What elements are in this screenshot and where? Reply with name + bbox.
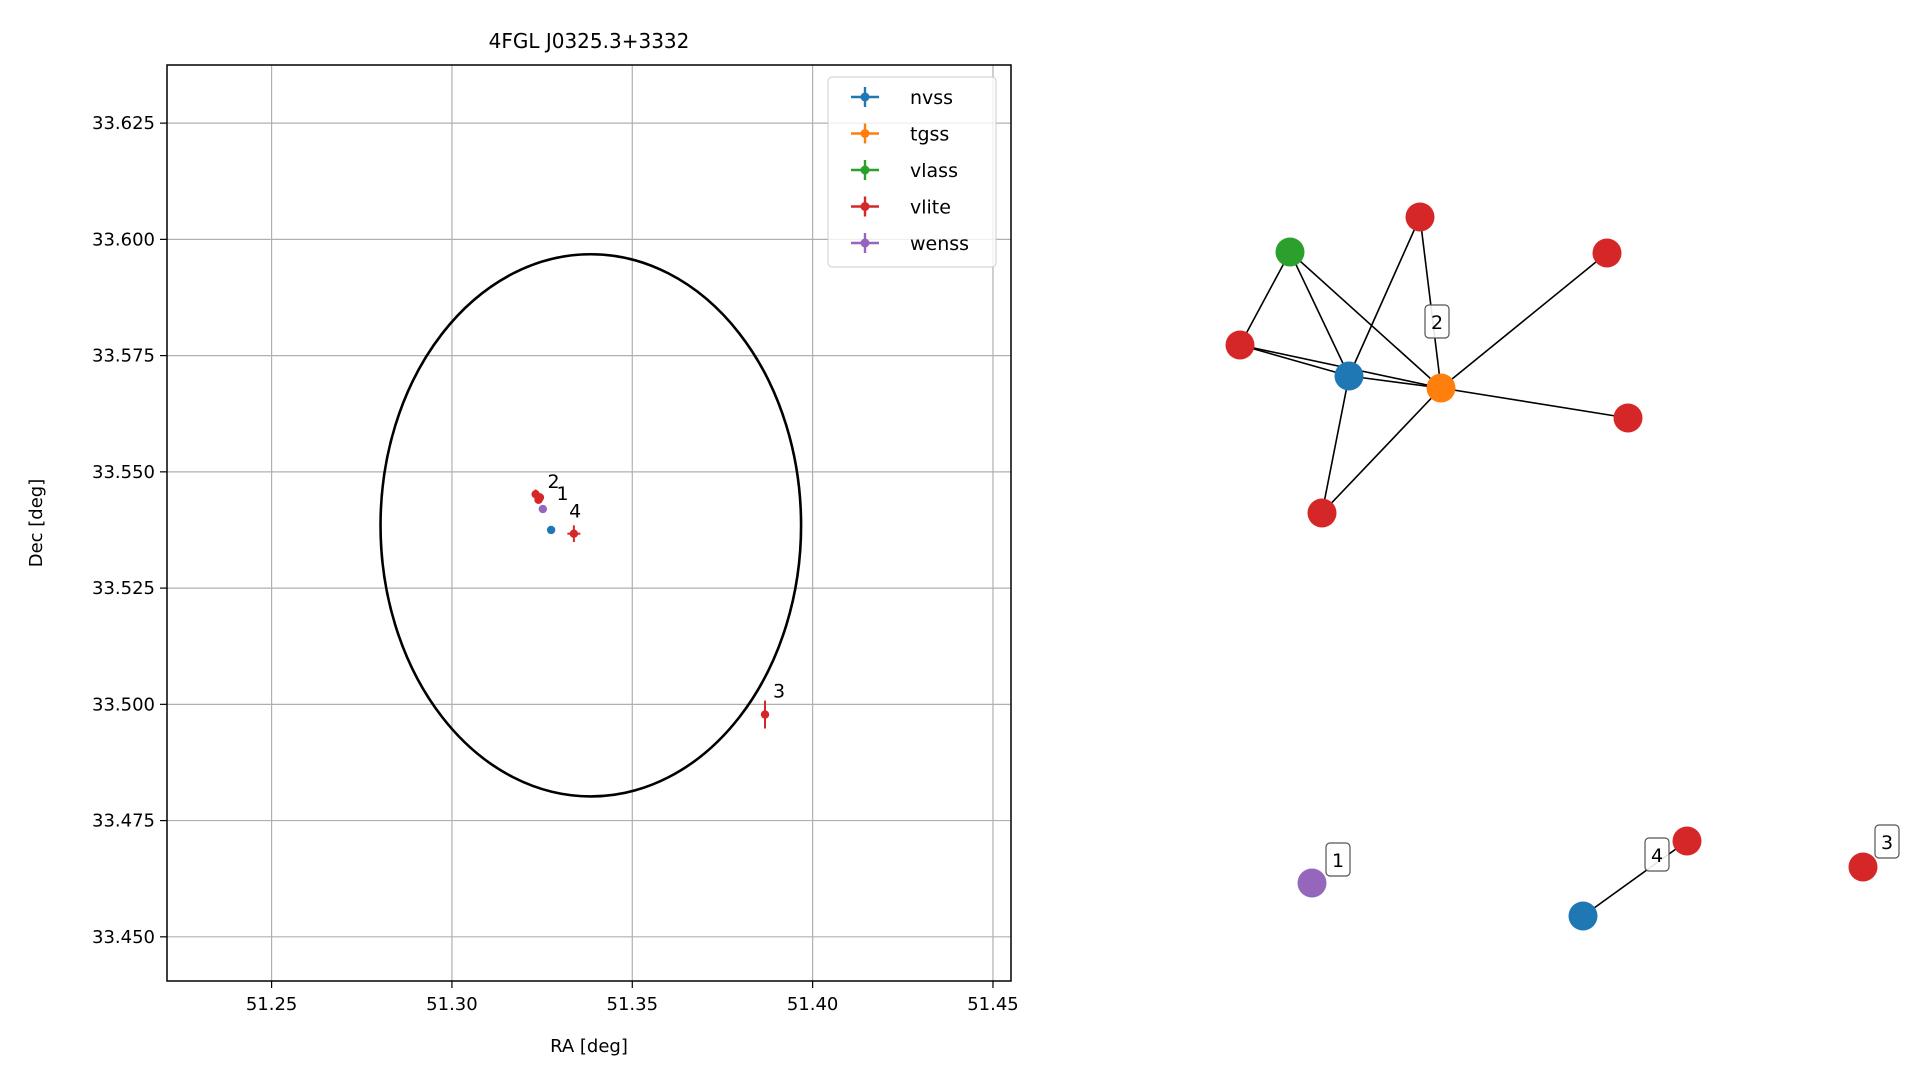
graph-label-box (1644, 837, 1670, 872)
point-annotation-label: 4 (569, 500, 581, 522)
graph-label-text: 4 (1651, 845, 1663, 867)
data-points-layer (531, 489, 770, 729)
point-annotation-label: 2 (548, 471, 560, 493)
wenss-point (538, 504, 548, 514)
graph-edge (1239, 251, 1291, 346)
graph-edge (1289, 251, 1350, 377)
x-axis-label: RA [deg] (550, 1036, 628, 1057)
y-tick-label: 33.575 (92, 346, 155, 367)
x-tick-label: 51.35 (607, 994, 659, 1015)
x-axis-ticks: 51.25 51.30 51.35 51.40 51.45 (246, 981, 1019, 1015)
graph-edge (1239, 344, 1350, 377)
graph-node (1405, 202, 1435, 232)
graph-node (1307, 498, 1337, 528)
graph-edge (1348, 375, 1442, 389)
legend-swatch-dot (860, 238, 870, 248)
x-tick-label: 51.40 (787, 994, 839, 1015)
legend-swatch-dot (860, 165, 870, 175)
x-tick-label: 51.45 (967, 994, 1019, 1015)
graph-node (1672, 826, 1702, 856)
legend-label: vlass (910, 160, 958, 182)
y-tick-label: 33.475 (92, 811, 155, 832)
graph-node (1568, 901, 1598, 931)
point-annotations: 214 3 (548, 471, 786, 702)
legend: nvss tgss vlass vlite wenss (827, 76, 997, 268)
graph-node (1613, 403, 1643, 433)
legend-label: tgss (910, 124, 949, 146)
graph-edge (1321, 387, 1442, 514)
graph-node (1297, 868, 1327, 898)
scatter-panel: 4FGL J0325.3+3332 51.25 51.30 51.35 51.40 51… (26, 29, 1019, 1057)
y-tick-label: 33.450 (92, 927, 155, 948)
graph-node (1426, 373, 1456, 403)
graph-edge (1440, 252, 1608, 389)
vlite-point (534, 495, 543, 504)
vlite-marker (569, 529, 579, 538)
graph-label-text: 2 (1431, 312, 1443, 334)
point-annotation-label: 1 (557, 483, 569, 505)
graph-edge (1582, 840, 1688, 917)
graph-node (1334, 361, 1364, 391)
legend-swatch-dot (860, 202, 870, 211)
y-tick-label: 33.500 (92, 694, 155, 715)
legend-item-tgss: tgss (851, 123, 949, 146)
graph-node-label: 2 (1424, 304, 1450, 339)
legend-items: nvss tgss vlass vlite wenss (851, 87, 969, 255)
y-tick-label: 33.525 (92, 578, 155, 599)
graph-node-label: 1 (1325, 842, 1351, 877)
graph-label-box (1424, 304, 1450, 339)
vlite-point (760, 700, 770, 729)
y-tick-label: 33.550 (92, 462, 155, 483)
wenss-marker (538, 504, 548, 514)
legend-swatch-dot (860, 129, 870, 138)
y-axis-ticks: 33.450 33.475 33.500 33.525 33.550 33.575 33.6… (92, 113, 167, 948)
y-tick-label: 33.625 (92, 113, 155, 134)
graph-nodes (1225, 202, 1878, 931)
legend-swatch-dot (860, 92, 870, 102)
legend-item-vlite: vlite (851, 196, 951, 219)
vlite-point (567, 525, 581, 543)
graph-edge (1348, 216, 1421, 377)
graph-node (1592, 238, 1622, 268)
x-tick-label: 51.30 (426, 994, 478, 1015)
y-axis-label: Dec [deg] (26, 479, 47, 568)
nvss-marker (546, 525, 556, 535)
legend-item-vlass: vlass (851, 160, 958, 182)
legend-label: wenss (910, 233, 969, 255)
graph-edges (1239, 216, 1688, 917)
graph-node (1848, 852, 1878, 882)
localization-circle (379, 252, 803, 798)
graph-node (1275, 237, 1305, 267)
graph-label-text: 1 (1332, 850, 1344, 872)
vlite-marker (760, 710, 770, 719)
x-tick-label: 51.25 (246, 994, 298, 1015)
graph-edge (1321, 375, 1350, 514)
graph-label-box (1874, 824, 1900, 859)
graph-edge (1440, 387, 1629, 419)
legend-box (827, 76, 997, 268)
legend-item-nvss: nvss (851, 87, 953, 109)
legend-item-wenss: wenss (851, 233, 969, 255)
chart-title: 4FGL J0325.3+3332 (489, 29, 690, 53)
localization-circle-layer (379, 252, 803, 798)
graph-node-label: 4 (1644, 837, 1670, 872)
y-tick-label: 33.600 (92, 229, 155, 250)
vlite-marker (534, 495, 543, 504)
legend-label: nvss (910, 87, 953, 109)
graph-label-text: 3 (1881, 832, 1893, 854)
graph-node (1225, 330, 1255, 360)
graph-node-label: 3 (1874, 824, 1900, 859)
graph-edge (1419, 216, 1442, 389)
graph-label-box (1325, 842, 1351, 877)
point-annotation-label: 3 (773, 680, 785, 702)
nvss-point (546, 525, 556, 535)
plot-frame (166, 64, 1012, 982)
graph-labels: 2 1 4 3 (1325, 304, 1900, 877)
graph-edge (1289, 251, 1442, 389)
network-graph-panel: 2 1 4 3 (1225, 202, 1900, 931)
legend-label: vlite (910, 197, 951, 219)
